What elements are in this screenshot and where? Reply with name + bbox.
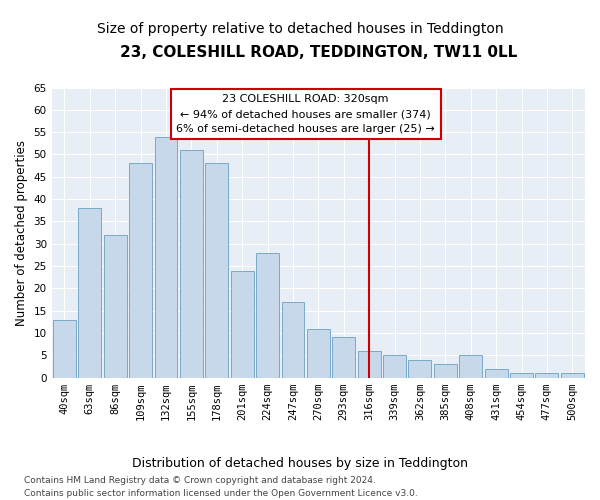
Bar bbox=[510, 373, 533, 378]
Bar bbox=[409, 360, 431, 378]
Title: 23, COLESHILL ROAD, TEDDINGTON, TW11 0LL: 23, COLESHILL ROAD, TEDDINGTON, TW11 0LL bbox=[120, 45, 517, 60]
Bar bbox=[434, 364, 457, 378]
Text: Size of property relative to detached houses in Teddington: Size of property relative to detached ho… bbox=[97, 22, 503, 36]
Bar bbox=[129, 164, 152, 378]
Bar bbox=[459, 356, 482, 378]
Bar bbox=[180, 150, 203, 378]
Text: Contains HM Land Registry data © Crown copyright and database right 2024.: Contains HM Land Registry data © Crown c… bbox=[24, 476, 376, 485]
Bar bbox=[383, 356, 406, 378]
Bar bbox=[53, 320, 76, 378]
Bar bbox=[332, 338, 355, 378]
Bar bbox=[485, 368, 508, 378]
Bar bbox=[79, 208, 101, 378]
Text: Distribution of detached houses by size in Teddington: Distribution of detached houses by size … bbox=[132, 458, 468, 470]
Bar bbox=[358, 351, 380, 378]
Y-axis label: Number of detached properties: Number of detached properties bbox=[15, 140, 28, 326]
Bar bbox=[307, 328, 330, 378]
Bar bbox=[104, 235, 127, 378]
Bar bbox=[155, 136, 178, 378]
Bar bbox=[256, 252, 279, 378]
Text: Contains public sector information licensed under the Open Government Licence v3: Contains public sector information licen… bbox=[24, 489, 418, 498]
Bar bbox=[535, 373, 559, 378]
Bar bbox=[561, 373, 584, 378]
Bar bbox=[205, 164, 228, 378]
Bar bbox=[231, 270, 254, 378]
Bar bbox=[281, 302, 304, 378]
Text: 23 COLESHILL ROAD: 320sqm
← 94% of detached houses are smaller (374)
6% of semi-: 23 COLESHILL ROAD: 320sqm ← 94% of detac… bbox=[176, 94, 435, 134]
